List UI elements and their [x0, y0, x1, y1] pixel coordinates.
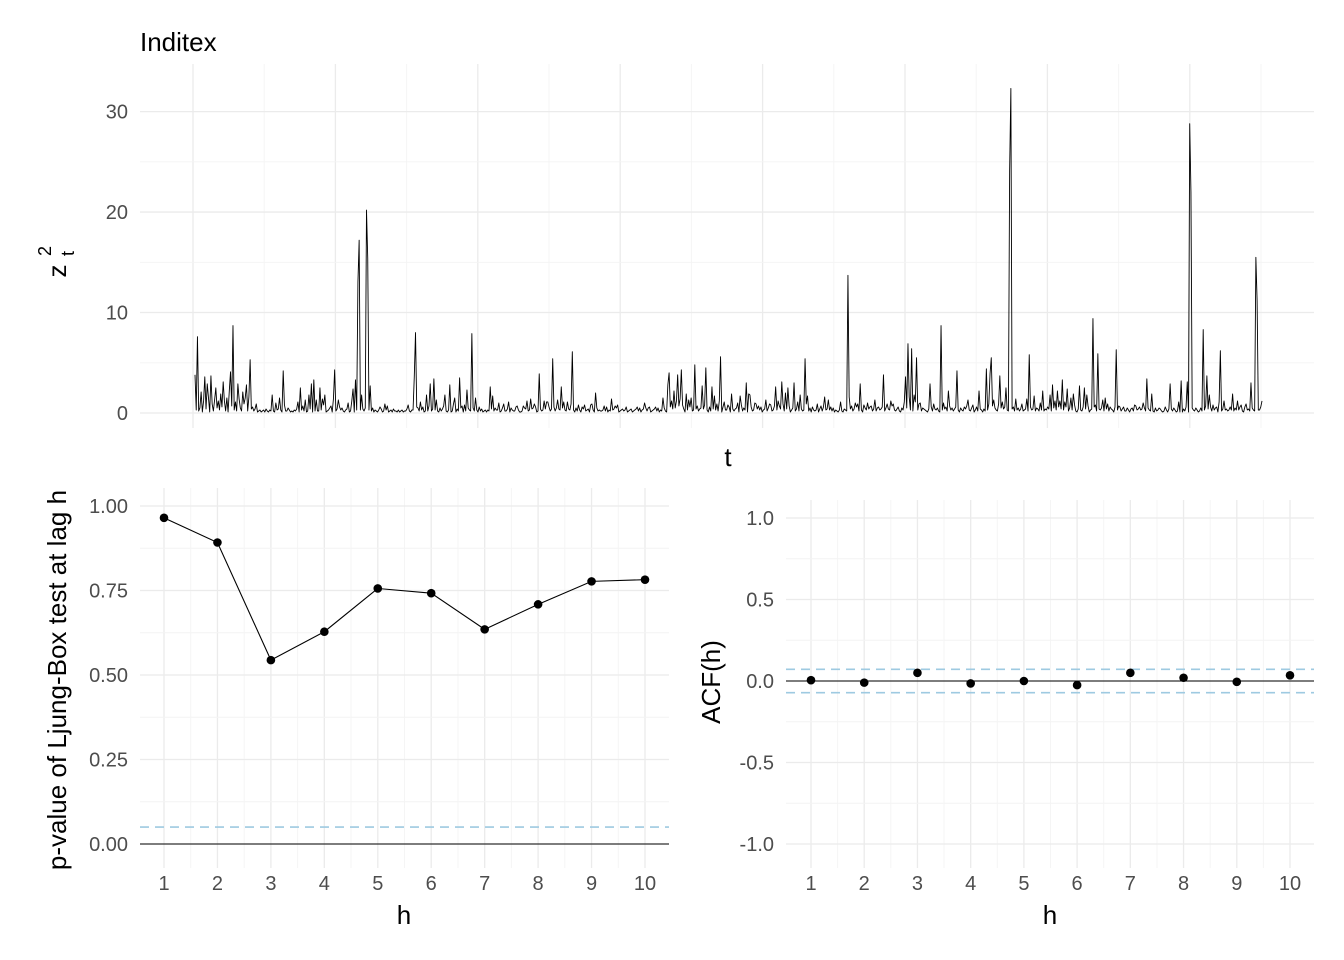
right-y-tick-label: -1.0 [740, 834, 774, 856]
left-x-tick-label: 9 [586, 873, 597, 895]
acf-point [913, 668, 922, 678]
right-x-tick-label: 7 [1125, 873, 1136, 895]
top-panel-y-ticks: 0 10 20 30 [106, 102, 128, 425]
right-x-tick-label: 8 [1178, 873, 1189, 895]
left-x-tick-label: 5 [372, 873, 383, 895]
left-x-tick-label: 2 [212, 873, 223, 895]
top-x-axis-label: t [724, 442, 732, 472]
left-x-tick-label: 6 [426, 873, 437, 895]
right-panel-grid [786, 500, 1314, 868]
right-panel-marks [786, 668, 1314, 694]
right-x-tick-label: 6 [1072, 873, 1083, 895]
left-y-tick-label: 0.75 [89, 581, 128, 603]
acf-point [1232, 677, 1242, 687]
left-panel-ticks: 0.00 0.25 0.50 0.75 1.00 1 2 3 4 5 6 7 8 9 10 [89, 496, 656, 895]
pvalue-point [587, 577, 596, 586]
right-x-tick-label: 4 [965, 873, 976, 895]
top-y-axis-label-sub: t [58, 251, 78, 256]
right-y-axis-label: ACF(h) [696, 640, 726, 724]
acf-point [1072, 680, 1082, 690]
right-x-tick-label: 9 [1231, 873, 1242, 895]
left-x-tick-label: 7 [479, 873, 490, 895]
left-x-tick-label: 1 [158, 873, 169, 895]
pvalue-point [320, 627, 329, 637]
right-y-tick-label: 0.5 [746, 590, 774, 612]
left-x-tick-label: 3 [265, 873, 276, 895]
right-y-tick-label: 1.0 [746, 508, 774, 530]
pvalue-point [373, 584, 383, 593]
right-x-tick-label: 3 [912, 873, 923, 895]
pvalue-point [213, 538, 222, 547]
top-y-axis-label-base: z [42, 265, 72, 278]
top-panel-series [194, 88, 1263, 413]
pvalue-point [266, 655, 276, 665]
right-x-tick-label: 2 [859, 873, 870, 895]
right-x-tick-label: 10 [1279, 873, 1301, 895]
pvalue-point [640, 575, 650, 584]
acf-point [1019, 676, 1029, 686]
right-panel-ticks: -1.0 -0.5 0.0 0.5 1.0 1 2 3 4 5 6 7 8 9 10 [740, 508, 1302, 895]
acf-point [966, 679, 975, 688]
left-y-tick-label: 1.00 [89, 496, 128, 518]
pvalue-line [163, 517, 646, 661]
right-x-tick-label: 1 [805, 873, 816, 895]
acf-point [806, 675, 816, 685]
acf-point [1126, 668, 1135, 678]
top-y-axis-label: z 2 t [35, 246, 78, 278]
acf-point [1285, 670, 1295, 680]
top-y-tick-label: 0 [117, 403, 128, 425]
acf-point [1179, 673, 1188, 683]
chart-title: Inditex [140, 27, 217, 57]
right-x-tick-label: 5 [1018, 873, 1029, 895]
right-y-tick-label: -0.5 [740, 753, 774, 775]
pvalue-point [533, 600, 543, 609]
top-y-tick-label: 20 [106, 202, 128, 224]
top-y-tick-label: 10 [106, 303, 128, 325]
left-y-tick-label: 0.00 [89, 834, 128, 856]
pvalue-point [159, 513, 169, 523]
top-y-axis-label-sup: 2 [35, 246, 55, 256]
pvalue-point [426, 588, 436, 598]
left-y-axis-label: p-value of Ljung-Box test at lag h [42, 490, 72, 870]
right-y-tick-label: 0.0 [746, 671, 774, 693]
right-x-axis-label: h [1043, 900, 1057, 930]
pvalue-point [480, 625, 489, 634]
acf-point [859, 678, 869, 687]
left-x-axis-label: h [397, 900, 411, 930]
top-y-tick-label: 30 [106, 102, 128, 124]
left-x-tick-label: 4 [319, 873, 330, 895]
top-panel-grid [140, 64, 1314, 428]
left-y-tick-label: 0.25 [89, 750, 128, 772]
left-panel-marks [140, 513, 669, 845]
left-x-tick-label: 10 [634, 873, 656, 895]
zt-squared-series-line [194, 88, 1263, 413]
left-x-tick-label: 8 [533, 873, 544, 895]
left-y-tick-label: 0.50 [89, 665, 128, 687]
